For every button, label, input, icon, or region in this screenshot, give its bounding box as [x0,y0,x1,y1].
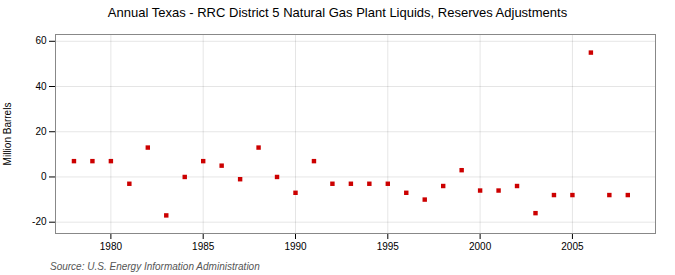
svg-text:1985: 1985 [192,241,215,252]
svg-text:40: 40 [35,81,47,92]
svg-text:60: 60 [35,35,47,46]
html-text:Source: U.S. Energy Informatio: Source: U.S. Energy Information Administ… [50,261,260,272]
svg-text:0: 0 [41,171,47,182]
svg-text:-20: -20 [32,216,47,227]
svg-text:2005: 2005 [561,241,584,252]
svg-text:20: 20 [35,126,47,137]
svg-text:Million Barrels: Million Barrels [2,103,13,166]
svg-text:2000: 2000 [469,241,492,252]
svg-text:1980: 1980 [100,241,123,252]
svg-text:1995: 1995 [377,241,400,252]
svg-text:1990: 1990 [284,241,307,252]
html-text:Annual Texas - RRC District 5: Annual Texas - RRC District 5 Natural Ga… [107,5,568,20]
